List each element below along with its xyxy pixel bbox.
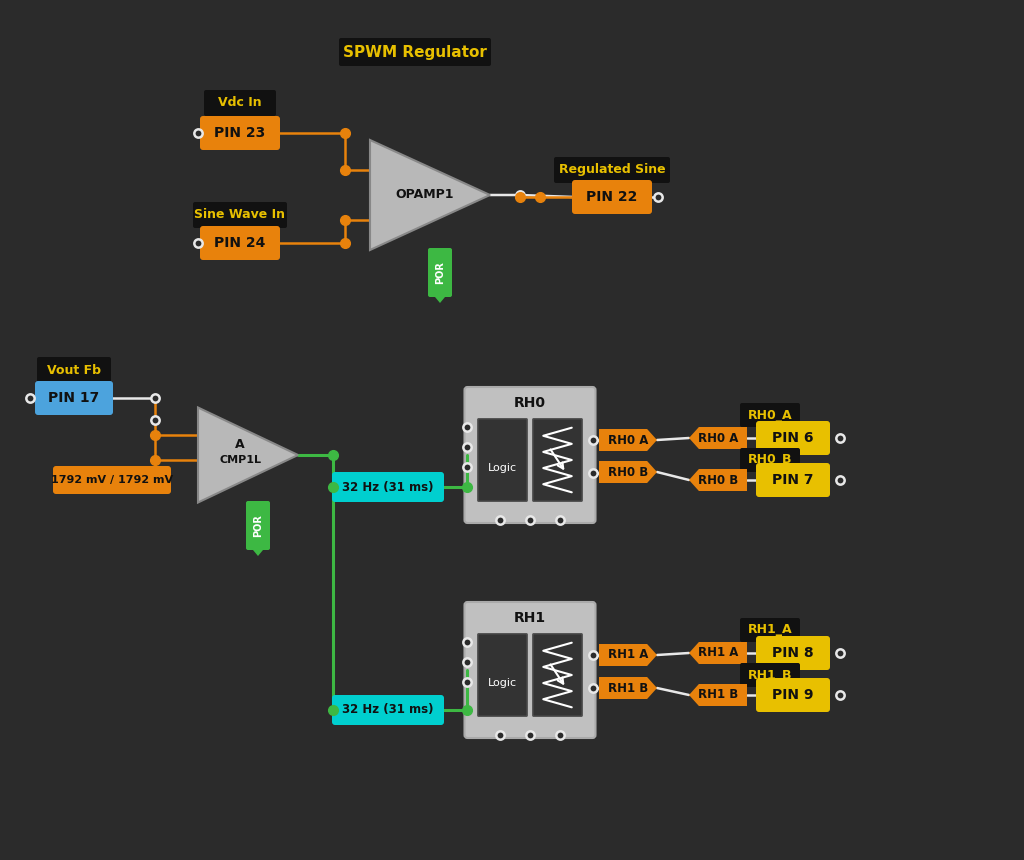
Polygon shape (430, 291, 450, 303)
Text: RH0: RH0 (514, 396, 546, 410)
FancyBboxPatch shape (193, 202, 287, 228)
Text: OPAMP1: OPAMP1 (395, 188, 455, 201)
FancyBboxPatch shape (532, 419, 583, 501)
FancyBboxPatch shape (332, 472, 444, 502)
Text: RH0 B: RH0 B (698, 474, 738, 487)
FancyBboxPatch shape (339, 38, 490, 66)
FancyBboxPatch shape (740, 663, 800, 687)
FancyBboxPatch shape (756, 636, 830, 670)
Text: PIN 9: PIN 9 (772, 688, 814, 702)
FancyBboxPatch shape (478, 419, 527, 501)
Text: SPWM Regulator: SPWM Regulator (343, 45, 487, 59)
Text: RH1: RH1 (514, 611, 546, 625)
Text: RH1_B: RH1_B (748, 668, 793, 681)
Text: PIN 7: PIN 7 (772, 473, 814, 487)
Polygon shape (689, 642, 746, 664)
Polygon shape (689, 684, 746, 706)
Text: RH1 A: RH1 A (697, 647, 738, 660)
FancyBboxPatch shape (740, 403, 800, 427)
FancyBboxPatch shape (554, 157, 670, 183)
Polygon shape (689, 469, 746, 491)
FancyBboxPatch shape (246, 501, 270, 550)
Text: Regulated Sine: Regulated Sine (559, 163, 666, 176)
Text: PIN 23: PIN 23 (214, 126, 265, 140)
FancyBboxPatch shape (572, 180, 652, 214)
Text: 32 Hz (31 ms): 32 Hz (31 ms) (342, 481, 434, 494)
Polygon shape (248, 544, 268, 556)
Text: 32 Hz (31 ms): 32 Hz (31 ms) (342, 703, 434, 716)
FancyBboxPatch shape (478, 634, 527, 716)
Polygon shape (689, 427, 746, 449)
Polygon shape (599, 644, 657, 666)
Text: POR: POR (435, 261, 445, 284)
Text: PIN 22: PIN 22 (587, 190, 638, 204)
Text: PIN 24: PIN 24 (214, 236, 265, 250)
FancyBboxPatch shape (37, 357, 111, 383)
FancyBboxPatch shape (756, 678, 830, 712)
Text: 1792 mV / 1792 mV: 1792 mV / 1792 mV (51, 475, 173, 485)
Text: RH0_B: RH0_B (748, 453, 793, 466)
FancyBboxPatch shape (204, 90, 276, 116)
Text: A: A (236, 439, 245, 452)
FancyBboxPatch shape (465, 387, 596, 523)
Polygon shape (198, 408, 298, 502)
Polygon shape (599, 429, 657, 451)
Text: PIN 8: PIN 8 (772, 646, 814, 660)
FancyBboxPatch shape (756, 463, 830, 497)
Polygon shape (599, 677, 657, 699)
Text: CMP1L: CMP1L (219, 455, 261, 465)
Text: Sine Wave In: Sine Wave In (195, 208, 286, 222)
FancyBboxPatch shape (35, 381, 113, 415)
FancyBboxPatch shape (200, 116, 280, 150)
Polygon shape (370, 140, 490, 250)
FancyBboxPatch shape (332, 695, 444, 725)
Text: PIN 6: PIN 6 (772, 431, 814, 445)
FancyBboxPatch shape (428, 248, 452, 297)
Text: RH0 B: RH0 B (608, 465, 648, 478)
FancyBboxPatch shape (465, 602, 596, 738)
FancyBboxPatch shape (740, 448, 800, 472)
Text: RH1 B: RH1 B (698, 689, 738, 702)
Text: RH1 B: RH1 B (608, 681, 648, 695)
FancyBboxPatch shape (200, 226, 280, 260)
Text: PIN 17: PIN 17 (48, 391, 99, 405)
Text: RH0 A: RH0 A (697, 432, 738, 445)
Text: RH1 A: RH1 A (608, 648, 648, 661)
Text: RH1_A: RH1_A (748, 624, 793, 636)
Text: RH0_A: RH0_A (748, 408, 793, 421)
Text: Logic: Logic (488, 678, 517, 688)
Text: Logic: Logic (488, 463, 517, 473)
Polygon shape (599, 461, 657, 483)
Text: Vout Fb: Vout Fb (47, 364, 101, 377)
Text: RH0 A: RH0 A (608, 433, 648, 446)
FancyBboxPatch shape (532, 634, 583, 716)
Text: Vdc In: Vdc In (218, 96, 262, 109)
FancyBboxPatch shape (53, 466, 171, 494)
FancyBboxPatch shape (740, 618, 800, 642)
Text: POR: POR (253, 514, 263, 537)
FancyBboxPatch shape (756, 421, 830, 455)
